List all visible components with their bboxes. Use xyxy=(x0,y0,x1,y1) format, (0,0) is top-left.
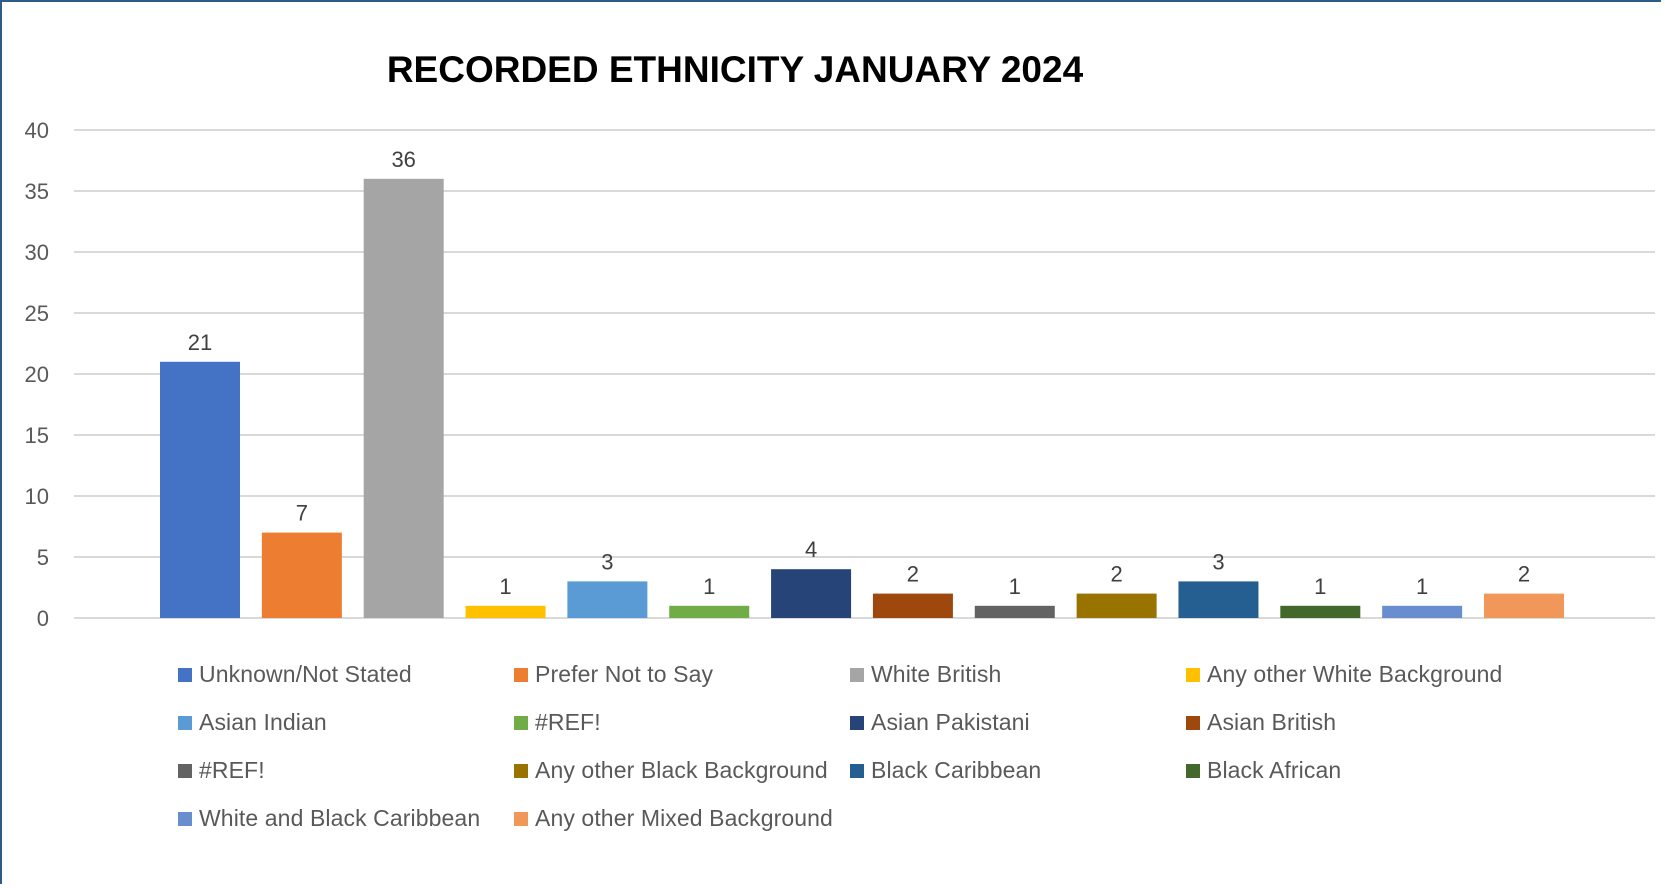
bar xyxy=(567,581,648,618)
legend-label: Asian British xyxy=(1207,709,1337,735)
bar-value-label: 21 xyxy=(188,330,212,355)
legend-item: Asian Pakistani xyxy=(850,705,1186,740)
bar-value-label: 1 xyxy=(703,574,715,599)
y-tick-label: 25 xyxy=(25,301,49,326)
bar xyxy=(771,569,852,618)
bar-value-label: 1 xyxy=(1416,574,1428,599)
legend-label: Asian Indian xyxy=(199,709,327,735)
legend-label: Black African xyxy=(1207,757,1342,783)
legend-label: White and Black Caribbean xyxy=(199,805,481,831)
legend-swatch xyxy=(850,667,864,682)
legend-swatch xyxy=(514,667,528,682)
bar-value-label: 2 xyxy=(907,562,919,587)
bar xyxy=(1382,605,1463,618)
bar xyxy=(1178,581,1259,618)
bar xyxy=(465,605,546,618)
legend: Unknown/Not Stated Prefer Not to Say White… xyxy=(178,657,1628,836)
bar-value-label: 36 xyxy=(391,147,415,172)
legend-swatch xyxy=(850,715,864,730)
legend-label: Any other White Background xyxy=(1207,661,1503,687)
y-axis-ticks: 0 5 10 15 20 25 30 35 40 xyxy=(25,118,49,631)
legend-item: Black African xyxy=(1186,753,1526,788)
legend-item: #REF! xyxy=(178,753,514,788)
legend-swatch xyxy=(1186,763,1200,778)
bar-value-label: 4 xyxy=(805,537,817,562)
legend-item: Black Caribbean xyxy=(850,753,1186,788)
legend-item: Any other White Background xyxy=(1186,657,1526,692)
bar xyxy=(1076,593,1157,618)
y-tick-label: 40 xyxy=(25,118,49,143)
legend-swatch xyxy=(514,763,528,778)
gridlines xyxy=(74,129,1655,619)
legend-swatch xyxy=(850,763,864,778)
legend-item: Prefer Not to Say xyxy=(514,657,850,692)
legend-swatch xyxy=(178,667,192,682)
y-tick-label: 20 xyxy=(25,362,49,387)
bar-value-label: 1 xyxy=(1314,574,1326,599)
legend-item: White and Black Caribbean xyxy=(178,801,514,836)
legend-label: Prefer Not to Say xyxy=(535,661,714,687)
y-tick-label: 35 xyxy=(25,179,49,204)
bar-value-label: 2 xyxy=(1110,562,1122,587)
bar xyxy=(974,605,1055,618)
y-tick-label: 15 xyxy=(25,423,49,448)
bar xyxy=(669,605,750,618)
legend-swatch xyxy=(514,811,528,826)
legend-swatch xyxy=(1186,715,1200,730)
y-tick-label: 0 xyxy=(37,606,49,631)
legend-label: Asian Pakistani xyxy=(871,709,1030,735)
legend-swatch xyxy=(178,715,192,730)
legend-swatch xyxy=(178,763,192,778)
bar xyxy=(1280,605,1361,618)
bar-value-label: 2 xyxy=(1518,562,1530,587)
legend-label: Any other Mixed Background xyxy=(535,805,833,831)
legend-label: Any other Black Background xyxy=(535,757,828,783)
bar xyxy=(872,593,953,618)
bars xyxy=(160,178,1564,619)
legend-label: White British xyxy=(871,661,1002,687)
bar-value-label: 7 xyxy=(296,501,308,526)
legend-swatch xyxy=(1186,667,1200,682)
bar xyxy=(261,532,342,618)
legend-swatch xyxy=(178,811,192,826)
y-tick-label: 30 xyxy=(25,240,49,265)
y-tick-label: 5 xyxy=(37,545,49,570)
bar-value-label: 1 xyxy=(1009,574,1021,599)
bar-value-label: 3 xyxy=(601,549,613,574)
legend-item: White British xyxy=(850,657,1186,692)
bar-value-label: 1 xyxy=(499,574,511,599)
legend-label: Black Caribbean xyxy=(871,757,1042,783)
bar xyxy=(363,178,444,619)
legend-item: #REF! xyxy=(514,705,850,740)
bar xyxy=(1484,593,1564,618)
legend-item: Asian Indian xyxy=(178,705,514,740)
legend-label: Unknown/Not Stated xyxy=(199,661,412,687)
legend-label: #REF! xyxy=(199,757,265,783)
legend-swatch xyxy=(514,715,528,730)
chart-title: RECORDED ETHNICITY JANUARY 2024 xyxy=(387,49,1084,90)
legend-item: Any other Black Background xyxy=(514,753,850,788)
legend-item: Asian British xyxy=(1186,705,1526,740)
legend-label: #REF! xyxy=(535,709,601,735)
legend-item: Unknown/Not Stated xyxy=(178,657,514,692)
y-tick-label: 10 xyxy=(25,484,49,509)
legend-item: Any other Mixed Background xyxy=(514,801,850,836)
bar xyxy=(160,361,240,618)
bar-value-label: 3 xyxy=(1212,549,1224,574)
